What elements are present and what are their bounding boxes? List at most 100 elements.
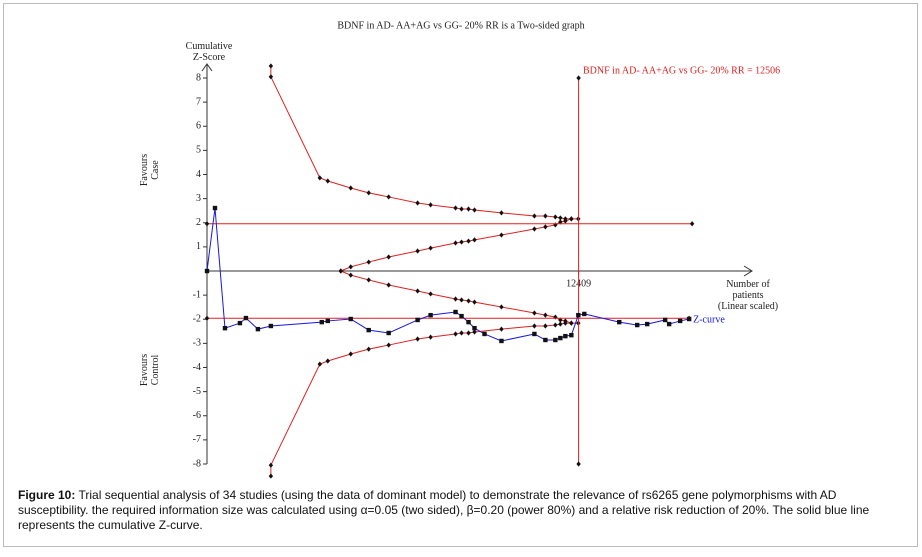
point — [499, 326, 504, 332]
point — [459, 297, 464, 303]
point — [499, 304, 504, 310]
point — [472, 299, 477, 305]
point — [204, 221, 210, 227]
y-tick-label: 5 — [196, 145, 201, 156]
point — [499, 338, 504, 344]
point — [543, 224, 548, 230]
y-tick-label: -8 — [193, 458, 201, 469]
point — [255, 326, 261, 332]
point — [428, 334, 433, 340]
point — [348, 351, 353, 357]
point — [543, 337, 548, 343]
point — [386, 342, 391, 348]
point — [428, 312, 433, 318]
point — [268, 473, 274, 479]
point — [325, 358, 330, 364]
point — [617, 319, 622, 325]
y-tick-label: -1 — [193, 289, 201, 300]
point — [243, 315, 249, 321]
point — [428, 245, 433, 251]
point — [204, 315, 210, 321]
y-tick-label: -7 — [193, 434, 201, 445]
y-tick-label: 7 — [196, 96, 201, 107]
point — [453, 309, 458, 315]
point — [582, 311, 587, 317]
point — [543, 312, 548, 318]
point — [325, 318, 330, 324]
point — [553, 222, 558, 228]
point — [532, 323, 537, 329]
point — [553, 214, 558, 220]
point — [325, 178, 330, 184]
point — [366, 327, 371, 333]
point — [317, 361, 323, 367]
y-tick-label: 6 — [196, 121, 201, 132]
point — [576, 461, 581, 467]
point — [543, 323, 548, 329]
point — [499, 232, 504, 238]
point — [558, 215, 563, 221]
point — [644, 321, 650, 327]
series-line — [270, 322, 579, 477]
point — [563, 333, 568, 339]
point — [366, 190, 371, 196]
point — [686, 316, 692, 322]
point — [466, 319, 471, 325]
y-tick-label: -4 — [193, 362, 201, 373]
point — [472, 329, 477, 335]
point — [348, 185, 353, 191]
point — [386, 330, 391, 336]
y-tick-label: 4 — [196, 169, 201, 180]
series-line — [270, 65, 579, 220]
y-tick-label: -3 — [193, 338, 201, 349]
point — [338, 268, 343, 274]
point — [689, 221, 695, 227]
y-tick-label: -2 — [193, 314, 201, 325]
favours-case: FavoursCase — [139, 154, 161, 186]
point — [366, 277, 371, 283]
point — [532, 226, 537, 232]
point — [268, 323, 274, 329]
point — [569, 332, 574, 338]
y-tick-label: -5 — [193, 386, 201, 397]
caption-label: Figure 10: — [18, 488, 76, 502]
point — [237, 320, 243, 326]
point — [677, 318, 683, 324]
point — [268, 74, 274, 80]
point — [428, 291, 433, 297]
point — [499, 210, 504, 216]
point — [348, 316, 353, 322]
point — [472, 325, 477, 331]
point — [662, 317, 668, 323]
point — [366, 259, 371, 265]
point — [348, 272, 353, 278]
y-tick-label: 1 — [196, 241, 201, 252]
point — [635, 322, 640, 328]
caption: Figure 10: Trial sequential analysis of … — [18, 488, 908, 533]
point — [428, 202, 433, 208]
point — [569, 216, 574, 222]
point — [415, 288, 420, 294]
point — [532, 213, 537, 219]
point — [415, 200, 420, 206]
annotation: BDNF in AD- AA+AG vs GG- 20% RR = 12506 — [583, 65, 780, 76]
point — [569, 320, 574, 326]
point — [348, 264, 353, 270]
point — [415, 317, 420, 323]
point — [466, 206, 471, 212]
point — [466, 298, 471, 304]
figure-border — [3, 3, 918, 547]
point — [576, 75, 581, 81]
point — [563, 218, 568, 224]
series-line — [206, 207, 690, 342]
point — [576, 312, 581, 318]
y-tick-label: -6 — [193, 410, 201, 421]
point — [222, 325, 228, 331]
point — [386, 254, 391, 260]
y-tick-label: 2 — [196, 217, 201, 228]
point — [472, 207, 477, 213]
point — [386, 194, 391, 200]
point — [532, 331, 537, 337]
point — [453, 240, 458, 246]
